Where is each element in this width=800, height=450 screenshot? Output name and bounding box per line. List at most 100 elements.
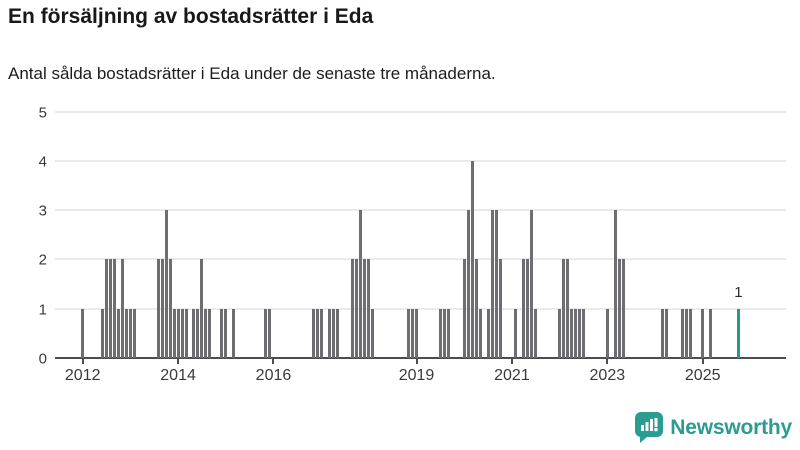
bar [355,259,359,358]
x-axis-tick [415,357,418,364]
bar [232,308,236,358]
bar [267,308,271,358]
bar [156,259,160,358]
bar [204,308,208,358]
bar [116,308,120,358]
bar [661,308,665,358]
bar [120,259,124,358]
bar [105,259,109,358]
gridline [55,209,786,212]
bar [530,210,534,358]
chart-title: En försäljning av bostadsrätter i Eda [8,5,374,28]
bar [124,308,128,358]
bar [160,259,164,358]
bar [351,259,355,358]
bar [184,308,188,358]
bar [81,308,85,358]
bar [526,259,530,358]
bar [617,259,621,358]
x-axis-tick-label: 2019 [398,367,435,384]
bar [470,160,474,358]
bar [681,308,685,358]
bar [367,259,371,358]
x-axis-tick-label: 2025 [684,367,721,384]
bar [466,210,470,358]
bar [407,308,411,358]
bar [474,259,478,358]
bar [462,259,466,358]
highlighted-bar-label: 1 [734,283,743,301]
bar [621,259,625,358]
bar [327,308,331,358]
bar [208,308,212,358]
x-axis-line [55,357,786,359]
bar [264,308,268,358]
bar [577,308,581,358]
bar [442,308,446,358]
bar [566,259,570,358]
bar [685,308,689,358]
x-axis-tick-label: 2016 [255,367,292,384]
x-axis-tick-label: 2021 [494,367,530,384]
x-axis-tick-label: 2014 [160,367,196,384]
bar [109,259,113,358]
gridline [55,307,786,310]
bar [132,308,136,358]
x-axis-tick [177,357,180,364]
y-axis-tick-label: 1 [38,301,47,319]
y-axis-tick-label: 2 [38,251,47,269]
bar [613,210,617,358]
gridline [55,258,786,261]
bar [558,308,562,358]
bar [490,210,494,358]
bar [446,308,450,358]
bar [128,308,132,358]
bar [315,308,319,358]
newsworthy-logo-icon [635,412,664,443]
bar [101,308,105,358]
bar [709,308,713,358]
bar [574,308,578,358]
x-axis-tick [272,357,275,364]
x-axis-tick-label: 2012 [64,367,101,384]
bar [224,308,228,358]
bar [164,210,168,358]
newsworthy-logo[interactable]: Newsworthy [635,412,792,443]
x-axis-tick-label: 2023 [589,367,626,384]
bar [411,308,415,358]
x-axis-tick [81,357,84,364]
bar [112,259,116,358]
x-axis-tick [510,357,513,364]
bar [363,259,367,358]
bar [220,308,224,358]
x-axis-tick [701,357,704,364]
bar [562,259,566,358]
y-axis-tick-label: 5 [38,104,47,121]
bar [605,308,609,358]
gridline [55,159,786,162]
bar [415,308,419,358]
bar [200,259,204,358]
bar [331,308,335,358]
bar [172,308,176,358]
bar [371,308,375,358]
bar [478,308,482,358]
bar [192,308,196,358]
bar [335,308,339,358]
y-axis-tick-label: 3 [38,202,47,220]
x-axis-tick [606,357,609,364]
bar [514,308,518,358]
bar [581,308,585,358]
bar [176,308,180,358]
bar [486,308,490,358]
chart-subtitle: Antal sålda bostadsrätter i Eda under de… [8,64,496,83]
y-axis-tick-label: 0 [38,350,47,368]
gridline [55,110,786,113]
y-axis-tick-label: 4 [38,153,47,171]
bar [180,308,184,358]
bar [570,308,574,358]
bar [319,308,323,358]
bar [359,210,363,358]
